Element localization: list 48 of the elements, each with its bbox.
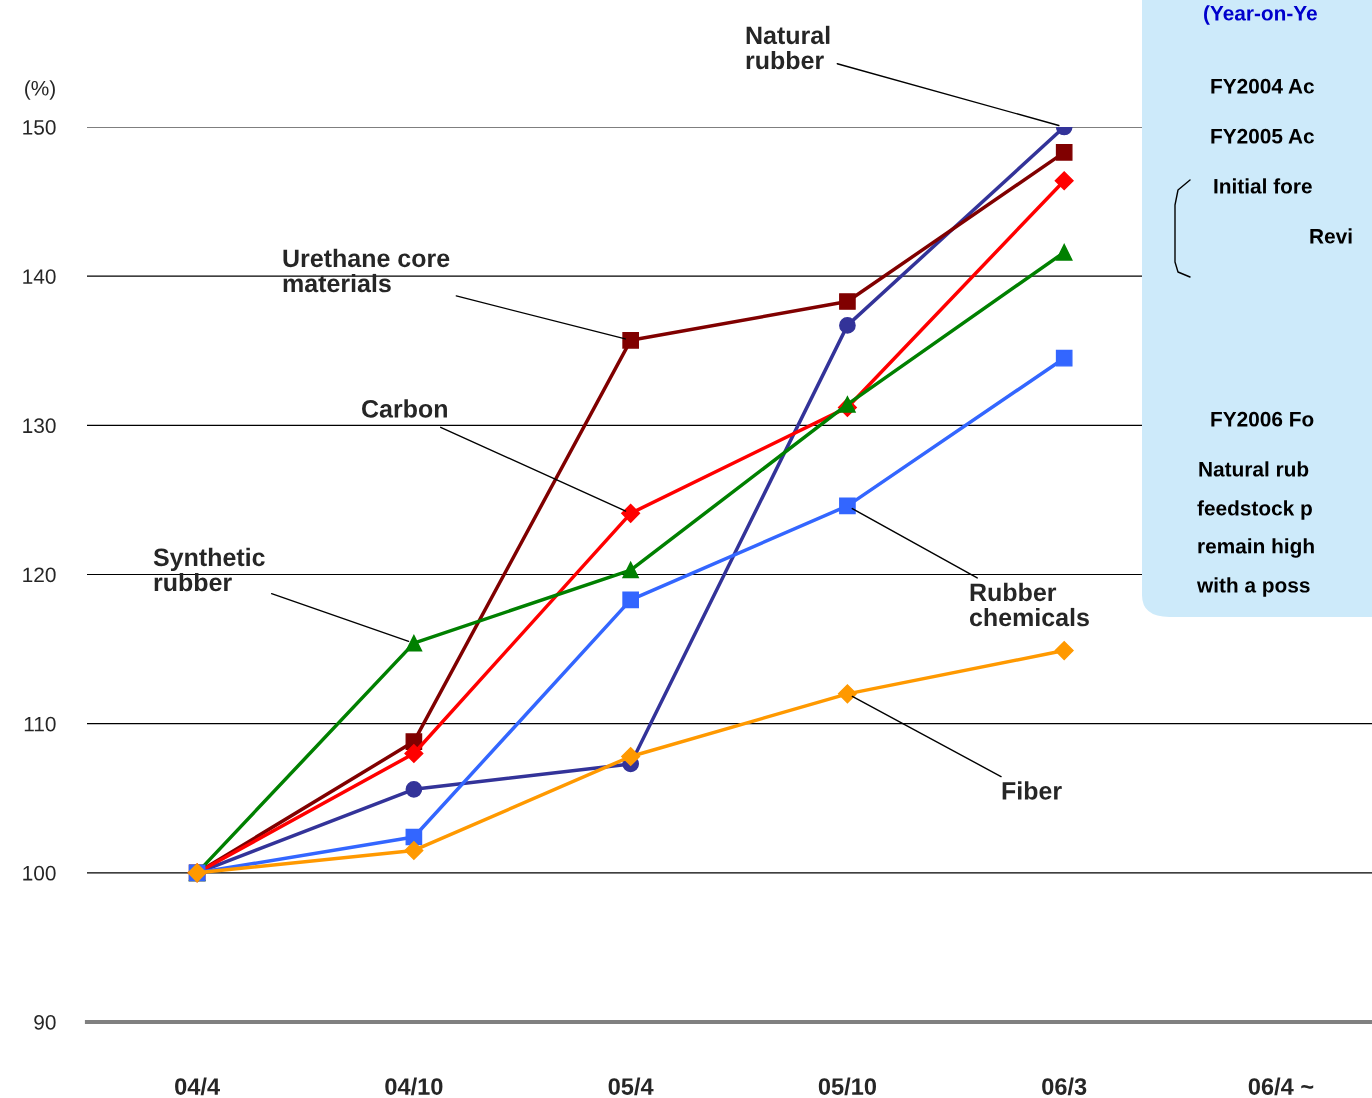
annotation: FY2005 Ac (1211, 128, 1314, 144)
x-tick-label: 05/4 (608, 1077, 654, 1096)
text: Rubber chemicals (969, 582, 1089, 627)
x-tick-label: 06/3 (1042, 1077, 1087, 1096)
annotation: feedstock p (1197, 500, 1312, 520)
annotation: FY2006 Fo (1211, 411, 1314, 427)
y-tick-label: 140 (23, 269, 56, 284)
point (621, 746, 641, 767)
annotation: Natural rub (1199, 461, 1309, 477)
x-tick-label: 06/4 ~ (1248, 1077, 1314, 1096)
point (839, 497, 856, 515)
point (837, 684, 857, 704)
y-axis-title: (%) (25, 80, 55, 100)
annotation: Revi (1310, 228, 1352, 244)
point (1054, 641, 1074, 661)
point (404, 840, 424, 860)
point (405, 634, 423, 652)
point (621, 503, 641, 523)
x-tick-label: 04/4 (175, 1077, 220, 1096)
point (622, 591, 639, 609)
point (1055, 349, 1073, 367)
point (1054, 171, 1074, 191)
x-tick-label: 04/10 (385, 1077, 443, 1096)
text: Fiber (1002, 781, 1062, 800)
text: Natural rubber (746, 25, 830, 70)
point (405, 780, 423, 798)
text: Urethane core materials (283, 248, 450, 293)
y-tick-label: 120 (23, 567, 56, 583)
point (839, 317, 856, 334)
y-tick-label: 100 (23, 865, 56, 881)
point (622, 331, 639, 349)
text: Carbon (362, 399, 447, 418)
point (404, 743, 424, 764)
annotation: remain high (1198, 538, 1314, 558)
point (839, 293, 856, 310)
y-tick-label: 130 (23, 418, 56, 434)
text: (Year-on-Ye (1204, 5, 1317, 25)
y-tick-label: 150 (23, 120, 56, 135)
annotation: Initial fore (1214, 178, 1312, 194)
y-tick-label: 90 (34, 1015, 56, 1030)
text: Synthetic rubber (153, 547, 265, 592)
text: FY2004 Ac (1211, 78, 1314, 94)
x-tick-label: 05/10 (818, 1077, 876, 1096)
annotation: with a poss (1196, 577, 1310, 597)
y-tick-label: 110 (24, 716, 56, 732)
point (1055, 144, 1073, 161)
point (1055, 243, 1073, 261)
point (622, 561, 639, 579)
